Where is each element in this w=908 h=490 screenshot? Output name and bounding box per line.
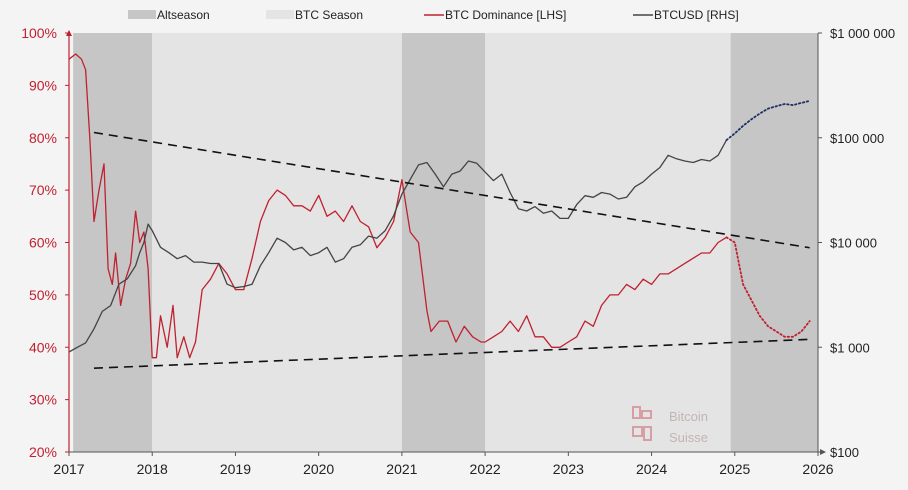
- series-btcusd-rhs: [68, 139, 728, 353]
- legend-label-btc-season: BTC Season: [295, 8, 363, 22]
- period-band-altseason-2: [401, 33, 486, 452]
- x-tick-label: 2023: [553, 461, 584, 477]
- x-tick-label: 2021: [386, 461, 417, 477]
- legend-swatch-altseason: [128, 10, 156, 19]
- left-tick-label: 70%: [29, 182, 57, 198]
- axes: 20% 30% 40% 50% 60% 70% 80% 90% 100% $100 $1 000 $1…: [21, 25, 895, 477]
- right-tick-label: $10 000: [830, 236, 877, 251]
- legend: Altseason BTC Season BTC Dominance [LHS] BT…: [128, 8, 739, 22]
- right-tick-label: $1 000: [830, 340, 870, 355]
- left-tick-label: 80%: [29, 130, 57, 146]
- x-tick-label: 2025: [719, 461, 750, 477]
- period-band-btc-season-1: [152, 33, 402, 452]
- left-tick-label: 20%: [29, 444, 57, 460]
- logo-text-line2: Suisse: [669, 430, 708, 445]
- left-tick-label: 100%: [21, 25, 57, 41]
- left-tick-label: 90%: [29, 77, 57, 93]
- legend-swatch-btc-season: [266, 10, 294, 19]
- x-tick-label: 2022: [470, 461, 501, 477]
- logo-text-line1: Bitcoin: [669, 409, 708, 424]
- x-tick-label: 2017: [53, 461, 84, 477]
- right-tick-label: $100 000: [830, 131, 884, 146]
- x-tick-label: 2024: [636, 461, 667, 477]
- series-btc-dominance-lhs: [68, 53, 727, 359]
- x-tick-label: 2026: [802, 461, 833, 477]
- x-tick-label: 2018: [137, 461, 168, 477]
- legend-label-btcusd-rhs: BTCUSD [RHS]: [654, 8, 739, 22]
- x-tick-label: 2020: [303, 461, 334, 477]
- legend-label-altseason: Altseason: [157, 8, 210, 22]
- series-btc-dominance-forecast: [725, 236, 811, 338]
- x-tick-label: 2019: [220, 461, 251, 477]
- period-band-altseason-4: [730, 33, 818, 452]
- right-tick-label: $100: [830, 445, 859, 460]
- trendline-upper: [93, 131, 810, 249]
- left-tick-label: 40%: [29, 339, 57, 355]
- left-tick-label: 50%: [29, 287, 57, 303]
- series-layer: [68, 53, 811, 369]
- legend-label-btc-dominance-lhs: BTC Dominance [LHS]: [445, 8, 566, 22]
- bitcoin-suisse-logo: Bitcoin Suisse: [632, 406, 708, 445]
- series-btcusd-forecast: [725, 100, 811, 142]
- period-band-btc-season-3: [485, 33, 731, 452]
- period-bands: [73, 33, 818, 452]
- left-tick-label: 60%: [29, 235, 57, 251]
- x-axis-arrow: [820, 449, 826, 455]
- right-tick-label: $1 000 000: [830, 26, 895, 41]
- left-tick-label: 30%: [29, 392, 57, 408]
